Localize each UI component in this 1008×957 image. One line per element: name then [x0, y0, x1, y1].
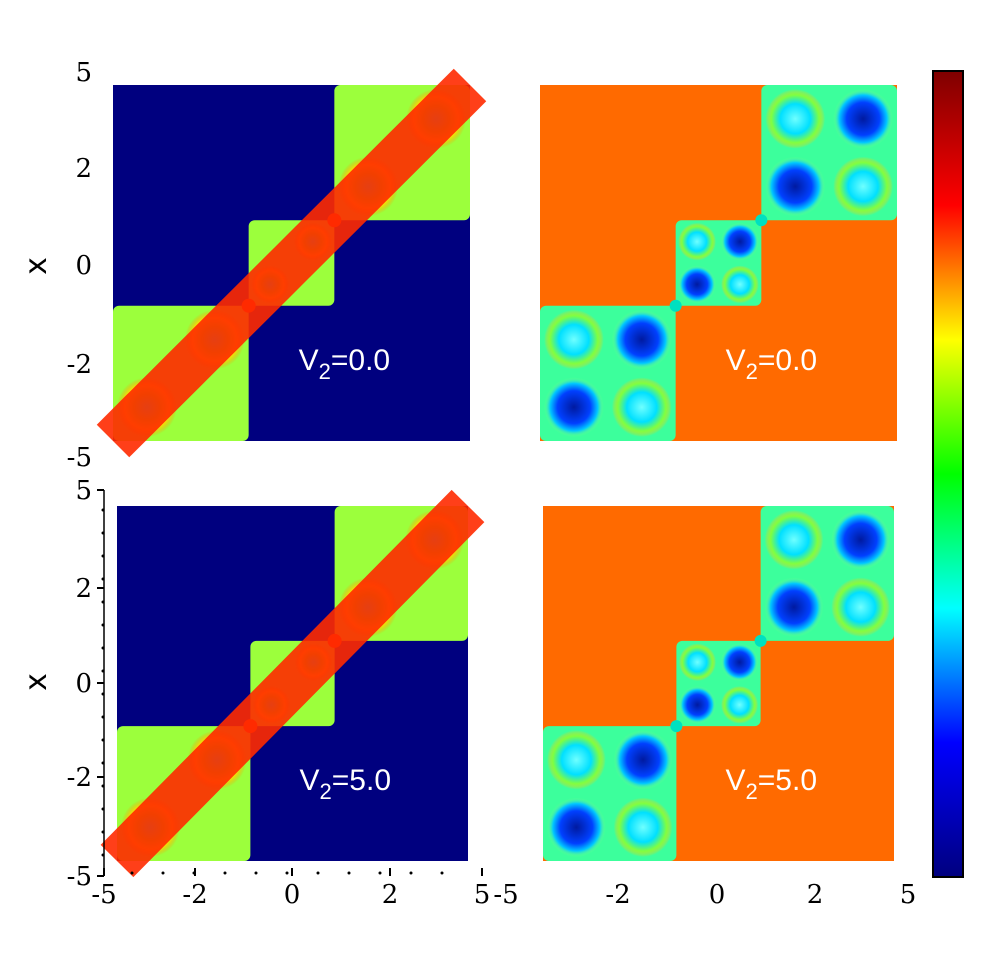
ridge-node: [755, 214, 768, 227]
label-sub: 2: [746, 779, 758, 804]
ridge-node: [327, 213, 342, 228]
panel-label: V2=0.0: [299, 344, 391, 384]
x-minor-tick: [223, 871, 227, 875]
x-tick-label-right: 0: [709, 880, 726, 910]
label-tail: =0.0: [331, 344, 390, 377]
y-axis-label-bottom: x: [19, 673, 54, 691]
x-minor-tick: [378, 871, 382, 875]
panel-label: V2=5.0: [726, 764, 818, 804]
block-lobe: [678, 222, 716, 261]
block-lobe: [678, 265, 716, 304]
block-lobe: [833, 156, 893, 217]
y-tick-label-bottom: 0: [75, 669, 92, 699]
label-tail: =5.0: [758, 764, 817, 797]
block-lobe: [721, 265, 759, 304]
ridge-node: [754, 634, 767, 647]
panel-label: V2=5.0: [300, 764, 392, 804]
x-tick-label-right: -5: [493, 880, 518, 910]
y-tick-label-bottom: 2: [75, 574, 92, 604]
label-main: V: [300, 764, 320, 797]
block-lobe: [764, 510, 824, 570]
label-sub: 2: [320, 779, 332, 804]
y-tick-label-top: -5: [67, 443, 92, 473]
y-tick-label-top: 5: [75, 58, 92, 88]
block-lobe: [721, 222, 759, 261]
heatmap-panel-3: [100, 489, 485, 878]
x-minor-tick: [285, 871, 289, 875]
diagonal-ridge: [96, 68, 487, 458]
label-sub: 2: [746, 359, 758, 384]
block-lobe: [831, 510, 890, 570]
heatmap-panel-1: [96, 68, 487, 458]
x-tick-label-left: 0: [284, 880, 301, 910]
x-tick-label-left: -5: [91, 880, 116, 910]
y-tick-label-bottom: 5: [75, 476, 92, 506]
block-lobe: [678, 643, 716, 681]
x-minor-tick: [440, 871, 444, 875]
heatmap-panel-2: [540, 85, 897, 441]
x-tick-label-left: 2: [382, 880, 399, 910]
label-tail: =0.0: [758, 344, 817, 377]
ridge-node: [243, 719, 258, 734]
y-axis-label-top: x: [19, 257, 54, 275]
block-lobe: [544, 309, 604, 370]
x-minor-tick: [409, 871, 413, 875]
block-lobe: [547, 797, 606, 857]
x-tick-label-right: -2: [605, 880, 630, 910]
label-tail: =5.0: [332, 764, 391, 797]
block-lobe: [611, 309, 672, 370]
block-lobe: [833, 89, 893, 149]
block-lobe: [765, 89, 826, 149]
label-main: V: [299, 344, 319, 377]
ridge-node: [327, 633, 342, 648]
x-minor-tick: [254, 871, 258, 875]
block-lobe: [611, 377, 672, 437]
x-minor-tick: [316, 871, 320, 875]
block-lobe: [831, 577, 890, 637]
x-minor-tick: [192, 871, 196, 875]
block-lobe: [613, 730, 673, 790]
y-tick-label-top: 0: [75, 251, 92, 281]
block-lobe: [764, 577, 824, 637]
block-lobe: [547, 730, 606, 790]
block-lobe: [721, 686, 759, 724]
y-tick-label-bottom: -5: [67, 862, 92, 892]
ridge-node: [670, 720, 683, 733]
x-minor-tick: [161, 871, 165, 875]
panel-label: V2=0.0: [726, 344, 818, 384]
block-lobe: [721, 643, 759, 681]
block-lobe: [613, 797, 673, 857]
panel-labels: V2=0.0 V2=0.0V2=5.0 V2=5.0: [299, 344, 818, 804]
label-sub: 2: [319, 359, 331, 384]
x-tick-label-left: 5: [474, 880, 491, 910]
block-lobe: [544, 377, 604, 437]
heatmap-panel-4: [543, 506, 894, 861]
diagonal-ridge: [100, 489, 485, 878]
x-minor-tick: [130, 871, 134, 875]
label-main: V: [726, 344, 746, 377]
x-tick-label-left: -2: [182, 880, 207, 910]
colorbar: [932, 70, 964, 878]
x-tick-label-right: 5: [900, 880, 917, 910]
x-tick-label-right: 2: [807, 880, 824, 910]
block-lobe: [678, 686, 716, 724]
label-main: V: [726, 764, 746, 797]
x-minor-tick: [347, 871, 351, 875]
ridge-node: [669, 299, 682, 312]
y-tick-label-top: -2: [67, 350, 92, 380]
block-lobe: [765, 156, 826, 217]
panels: [96, 68, 897, 878]
y-tick-label-bottom: -2: [67, 763, 92, 793]
y-tick-label-top: 2: [75, 154, 92, 184]
ridge-node: [241, 298, 256, 313]
